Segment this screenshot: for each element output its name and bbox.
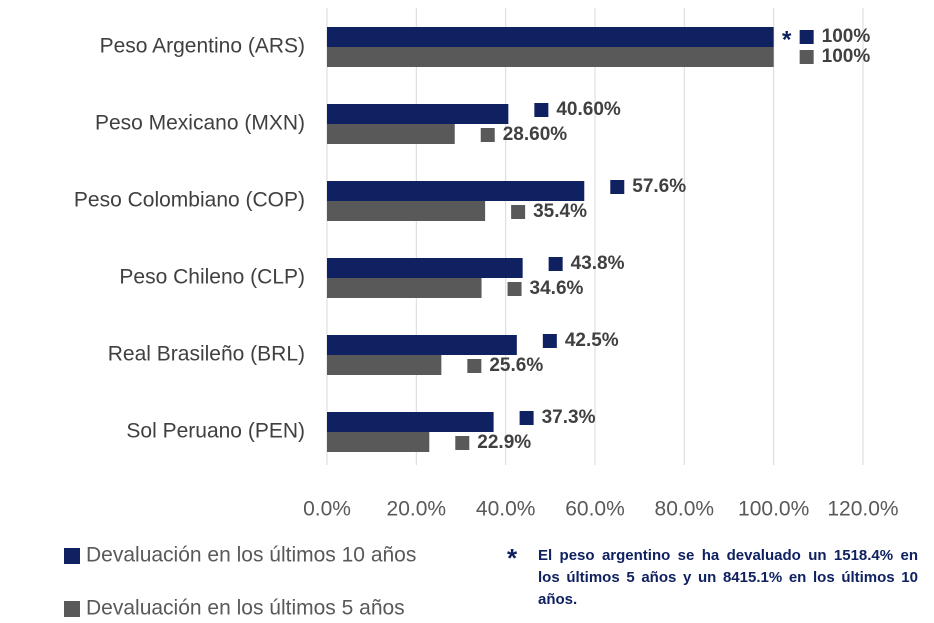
- x-tick-label: 40.0%: [476, 498, 536, 521]
- legend-label: Devaluación en los últimos 10 años: [86, 544, 416, 567]
- data-label: 42.5%: [565, 330, 619, 351]
- x-tick-label: 100.0%: [738, 498, 809, 521]
- bar: [327, 47, 774, 67]
- y-tick-label: Peso Chileno (CLP): [119, 266, 305, 289]
- data-label: 100%: [822, 26, 871, 47]
- data-label: 22.9%: [477, 432, 531, 453]
- bar: [327, 124, 455, 144]
- label-key: [799, 30, 814, 44]
- data-label: 37.3%: [542, 407, 596, 428]
- y-tick-label: Peso Colombiano (COP): [74, 189, 305, 212]
- bar: [327, 355, 442, 375]
- bar: [327, 335, 517, 355]
- label-key: [455, 436, 470, 450]
- bar: [327, 278, 482, 298]
- y-tick-label: Peso Mexicano (MXN): [95, 112, 305, 135]
- data-label: 100%: [822, 46, 871, 67]
- label-key: [799, 50, 814, 64]
- label-key: [542, 334, 557, 348]
- legend-key: [64, 601, 80, 617]
- label-key: [511, 205, 526, 219]
- label-key: [480, 128, 495, 142]
- label-key: [467, 359, 482, 373]
- label-key: [548, 257, 563, 271]
- bar: [327, 412, 494, 432]
- bar: [327, 432, 430, 452]
- label-key: [507, 282, 522, 296]
- data-label: 25.6%: [489, 355, 543, 376]
- y-tick-label: Sol Peruano (PEN): [126, 420, 305, 443]
- data-label: 40.60%: [556, 99, 621, 120]
- x-tick-label: 80.0%: [655, 498, 715, 521]
- x-tick-label: 20.0%: [387, 498, 447, 521]
- data-label: 35.4%: [533, 201, 587, 222]
- data-label: 57.6%: [632, 176, 686, 197]
- annotation-marker: *: [782, 26, 792, 53]
- data-label: 28.60%: [503, 124, 568, 145]
- label-key: [534, 103, 549, 117]
- bar: [327, 181, 585, 201]
- x-tick-label: 0.0%: [303, 498, 351, 521]
- x-tick-label: 120.0%: [827, 498, 898, 521]
- annotation-marker: *: [507, 543, 518, 573]
- bar: [327, 104, 509, 124]
- bar: [327, 27, 774, 47]
- bar: [327, 201, 486, 221]
- annotation: El peso argentino se ha devaluado un 151…: [538, 547, 918, 608]
- x-tick-label: 60.0%: [565, 498, 625, 521]
- legend-label: Devaluación en los últimos 5 años: [86, 597, 405, 620]
- y-tick-label: Peso Argentino (ARS): [100, 35, 305, 58]
- data-label: 43.8%: [571, 253, 625, 274]
- data-label: 34.6%: [530, 278, 584, 299]
- legend-key: [64, 548, 80, 564]
- label-key: [610, 180, 625, 194]
- y-tick-label: Real Brasileño (BRL): [108, 343, 305, 366]
- label-key: [519, 411, 534, 425]
- bar: [327, 258, 523, 278]
